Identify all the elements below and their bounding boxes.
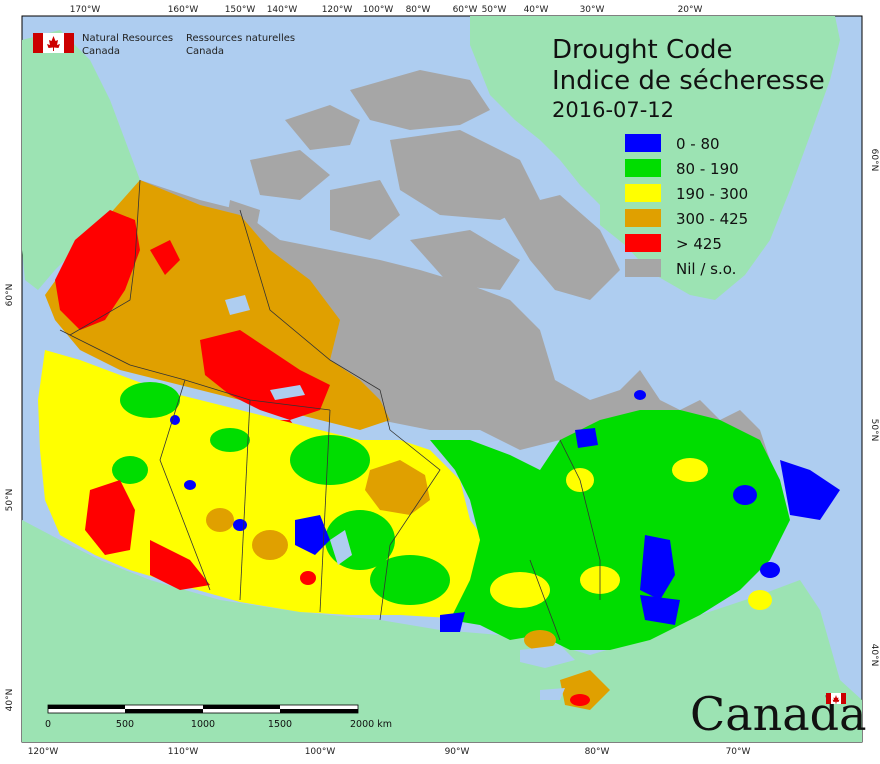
legend-label: Nil / s.o. <box>676 260 736 278</box>
zone-gt-425-south-patches <box>85 480 590 706</box>
right-tick-label: 40°N <box>869 644 879 667</box>
bottom-tick-label: 110°W <box>168 747 199 757</box>
top-tick-label: 170°W <box>70 5 101 15</box>
legend-swatch-3 <box>625 209 661 227</box>
legend-swatch-0 <box>625 134 661 152</box>
arctic-islands <box>225 70 620 300</box>
top-tick-label: 120°W <box>322 5 353 15</box>
right-tick-label: 50°N <box>869 419 879 442</box>
top-tick-label: 20°W <box>678 5 703 15</box>
scale-label: 2000 km <box>350 719 392 730</box>
top-tick-labels: 170°W 160°W 150°W 140°W 120°W 100°W 80°W… <box>70 5 703 15</box>
title-line1: Drought Code <box>552 35 733 65</box>
alaska <box>22 30 140 290</box>
left-tick-labels: 60°N 50°N 40°N <box>5 284 15 712</box>
legend: 0 - 80 80 - 190 190 - 300 300 - 425 > 42… <box>625 134 748 278</box>
legend-label: 0 - 80 <box>676 135 720 153</box>
legend-swatch-5 <box>625 259 661 277</box>
legend-label: 300 - 425 <box>676 210 748 228</box>
left-tick-label: 50°N <box>5 489 15 512</box>
nrcan-signature: Natural Resources Canada Ressources natu… <box>33 33 295 57</box>
bottom-tick-label: 80°W <box>585 747 610 757</box>
top-tick-label: 40°W <box>524 5 549 15</box>
zone-300-425-central-patches <box>206 460 610 710</box>
wordmark-flag-icon <box>826 693 846 704</box>
zone-0-80-patches <box>170 390 840 632</box>
right-tick-labels: 60°N 50°N 40°N <box>869 149 879 667</box>
right-tick-label: 60°N <box>869 149 879 172</box>
provincial-boundaries <box>59 179 601 641</box>
canada-flag-icon <box>33 33 74 53</box>
org-name-fr-line2: Canada <box>186 46 224 57</box>
legend-label: > 425 <box>676 235 722 253</box>
bottom-tick-label: 90°W <box>445 747 470 757</box>
top-tick-label: 80°W <box>406 5 431 15</box>
left-tick-label: 60°N <box>5 284 15 307</box>
great-lakes <box>225 295 575 700</box>
title-line2: Indice de sécheresse <box>552 66 825 96</box>
org-name-en-line1: Natural Resources <box>82 33 173 44</box>
scale-label: 500 <box>116 719 134 730</box>
bottom-tick-label: 70°W <box>726 747 751 757</box>
org-name-fr-line1: Ressources naturelles <box>186 33 295 44</box>
scale-label: 1500 <box>268 719 292 730</box>
top-tick-label: 150°W <box>225 5 256 15</box>
top-tick-label: 100°W <box>363 5 394 15</box>
scale-bar: 0 500 1000 1500 2000 km <box>45 704 392 730</box>
zone-80-190-west-patches <box>112 382 450 605</box>
legend-swatch-2 <box>625 184 661 202</box>
legend-label: 80 - 190 <box>676 160 739 178</box>
greenland <box>470 16 840 300</box>
map-title: Drought Code Indice de sécheresse 2016-0… <box>552 35 825 122</box>
legend-swatch-4 <box>625 234 661 252</box>
scale-label: 1000 <box>191 719 215 730</box>
org-name-en-line2: Canada <box>82 46 120 57</box>
title-date: 2016-07-12 <box>552 98 674 122</box>
canada-wordmark: Canada <box>690 687 867 741</box>
top-tick-label: 30°W <box>580 5 605 15</box>
left-tick-label: 40°N <box>5 689 15 712</box>
scale-label: 0 <box>45 719 51 730</box>
top-tick-label: 50°W <box>482 5 507 15</box>
bottom-tick-label: 100°W <box>305 747 336 757</box>
legend-swatch-1 <box>625 159 661 177</box>
top-tick-label: 140°W <box>267 5 298 15</box>
bottom-tick-labels: 120°W 110°W 100°W 90°W 80°W 70°W <box>28 747 751 757</box>
legend-label: 190 - 300 <box>676 185 748 203</box>
bottom-tick-label: 120°W <box>28 747 59 757</box>
top-tick-label: 160°W <box>168 5 199 15</box>
top-tick-label: 60°W <box>453 5 478 15</box>
